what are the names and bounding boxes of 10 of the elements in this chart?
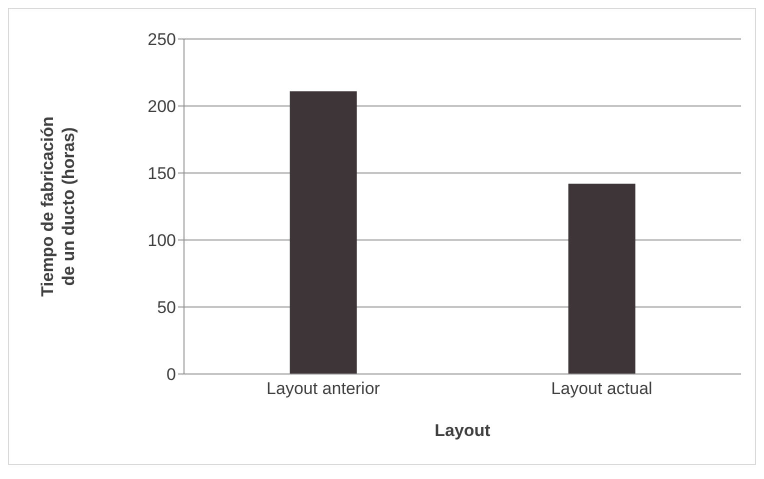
x-tick-label: Layout anterior [266, 379, 380, 398]
y-axis-title: Tiempo de fabricación de un ducto (horas) [38, 116, 78, 297]
y-tick-label: 100 [148, 231, 176, 250]
x-axis-title: Layout [434, 421, 491, 440]
y-tick-label: 150 [148, 164, 176, 184]
y-tick-label: 50 [157, 298, 176, 318]
y-tick-label: 250 [148, 30, 176, 50]
y-tick-label: 0 [166, 365, 176, 384]
y-tick-label: 200 [148, 97, 176, 116]
x-tick-label: Layout actual [551, 379, 652, 398]
